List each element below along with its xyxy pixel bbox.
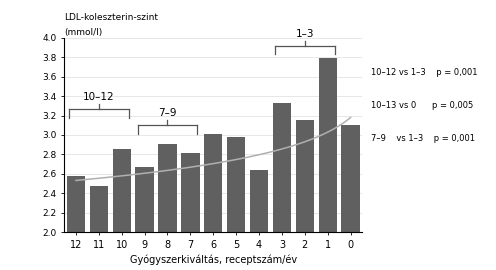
Bar	[318, 58, 337, 270]
Text: 10–12: 10–12	[83, 92, 115, 102]
Bar	[250, 170, 268, 270]
Bar	[296, 120, 314, 270]
Text: 7–9    vs 1–3    p = 0,001: 7–9 vs 1–3 p = 0,001	[371, 134, 475, 143]
Text: (mmol/l): (mmol/l)	[64, 28, 103, 37]
Text: 1–3: 1–3	[296, 29, 314, 39]
Bar	[341, 125, 360, 270]
Text: 7–9: 7–9	[158, 109, 177, 119]
Bar	[181, 153, 199, 270]
Text: LDL-koleszterin-szint: LDL-koleszterin-szint	[64, 12, 159, 22]
Bar	[135, 167, 154, 270]
Bar	[113, 148, 131, 270]
Bar	[67, 176, 85, 270]
Bar	[227, 137, 246, 270]
Text: 10–13 vs 0      p = 0,005: 10–13 vs 0 p = 0,005	[371, 101, 473, 110]
Text: 10–12 vs 1–3    p = 0,001: 10–12 vs 1–3 p = 0,001	[371, 68, 478, 77]
Bar	[158, 144, 177, 270]
Bar	[273, 103, 291, 270]
X-axis label: Gyógyszerkiváltás, receptszám/év: Gyógyszerkiváltás, receptszám/év	[130, 254, 297, 265]
Bar	[204, 134, 222, 270]
Bar	[90, 185, 108, 270]
